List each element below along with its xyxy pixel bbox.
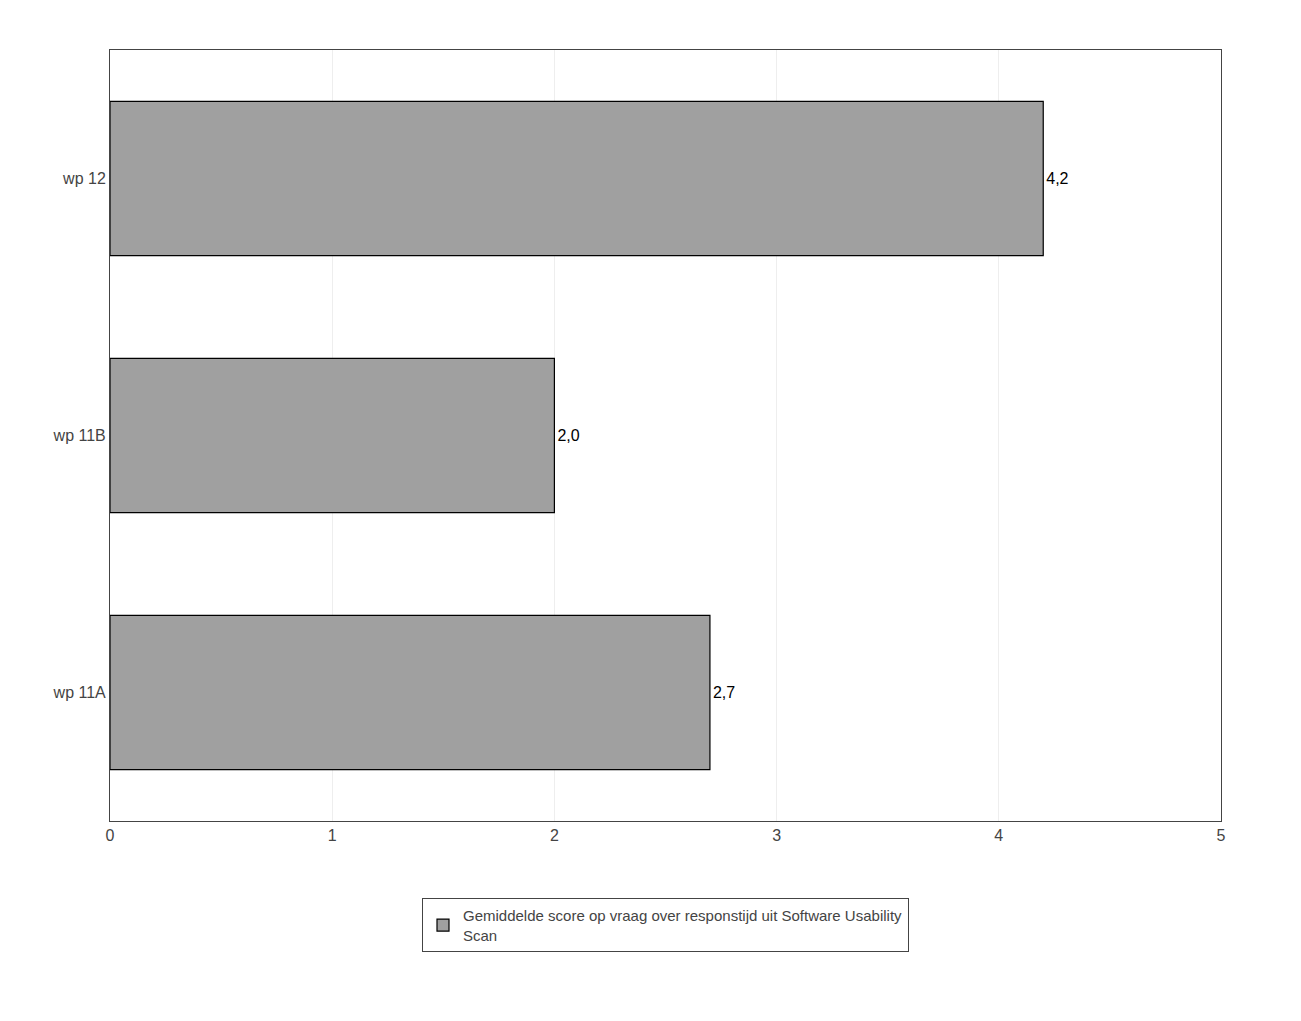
svg-text:0: 0 xyxy=(106,827,115,844)
svg-text:1: 1 xyxy=(328,827,337,844)
svg-text:wp 12: wp 12 xyxy=(62,170,106,187)
svg-text:2,0: 2,0 xyxy=(557,427,579,444)
svg-text:3: 3 xyxy=(772,827,781,844)
svg-text:2,7: 2,7 xyxy=(713,684,735,701)
svg-text:wp 11A: wp 11A xyxy=(53,684,107,701)
svg-text:Gemiddelde score op vraag over: Gemiddelde score op vraag over responsti… xyxy=(463,907,902,944)
svg-text:wp 11B: wp 11B xyxy=(53,427,106,444)
svg-text:2: 2 xyxy=(550,827,559,844)
svg-text:4,2: 4,2 xyxy=(1046,170,1068,187)
svg-text:4: 4 xyxy=(994,827,1003,844)
svg-text:5: 5 xyxy=(1217,827,1226,844)
